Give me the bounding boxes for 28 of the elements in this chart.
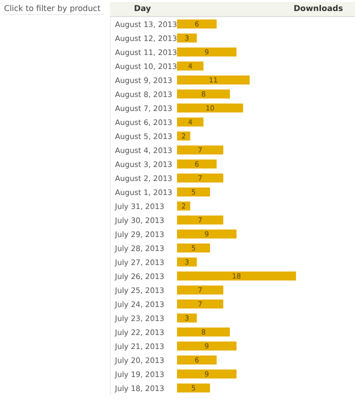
bar bbox=[177, 62, 204, 71]
bar bbox=[177, 230, 236, 239]
bar bbox=[177, 216, 224, 225]
bar bbox=[177, 384, 210, 393]
y-axis-title: Day bbox=[134, 4, 152, 13]
bar bbox=[177, 188, 210, 197]
bar bbox=[177, 104, 244, 113]
bar bbox=[177, 160, 217, 169]
bar bbox=[177, 286, 224, 295]
bar bbox=[177, 174, 224, 183]
bar bbox=[177, 48, 236, 57]
bar bbox=[177, 328, 230, 337]
bar bbox=[177, 34, 197, 43]
text: Click to filter by product bbox=[4, 4, 104, 14]
bar bbox=[177, 342, 236, 351]
bar bbox=[177, 90, 230, 99]
bar bbox=[177, 370, 236, 379]
bar bbox=[177, 272, 296, 281]
bar bbox=[177, 118, 204, 127]
bar bbox=[177, 146, 224, 155]
bar bbox=[177, 244, 210, 253]
bar bbox=[177, 258, 197, 267]
bar bbox=[177, 356, 217, 365]
bar bbox=[177, 314, 197, 323]
bar bbox=[177, 76, 250, 85]
x-axis-title: Downloads bbox=[294, 4, 343, 13]
bar bbox=[177, 20, 217, 29]
bar bbox=[177, 300, 224, 309]
